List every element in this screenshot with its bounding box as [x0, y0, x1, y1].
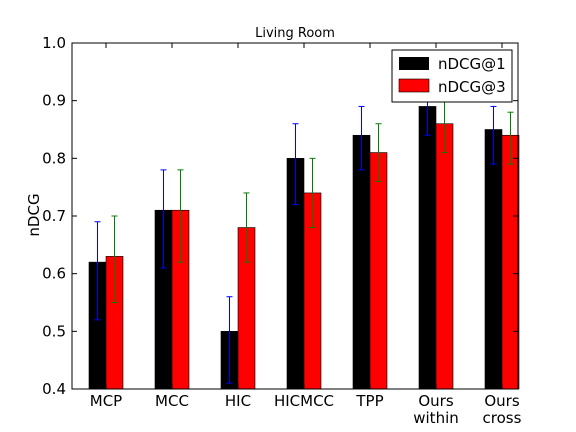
- error-bar-s2-c2: [177, 169, 184, 263]
- error-bar-s2-c1: [111, 215, 118, 303]
- x-tick-label-line: Ours: [418, 392, 453, 410]
- legend: nDCG@1 nDCG@3: [391, 49, 513, 103]
- error-bar-s1-c2: [160, 169, 167, 269]
- y-tick-label: 1.0: [42, 34, 66, 52]
- error-bar-s2-c3: [243, 192, 250, 263]
- x-tick-label-line: cross: [483, 409, 522, 427]
- x-tick-label: MCC: [155, 392, 189, 410]
- y-tick-label: 0.9: [42, 92, 66, 110]
- x-tick-label-line: MCP: [90, 392, 122, 410]
- y-tick-label: 0.4: [42, 380, 66, 398]
- y-tick-label: 0.8: [42, 149, 66, 167]
- x-tick-label-line: TPP: [355, 392, 383, 410]
- y-tick-label: 0.7: [42, 207, 66, 225]
- x-tick-label: MCP: [90, 392, 122, 410]
- axis-ticks-layer: 0.4 0.5 0.6 0.7 0.8 0.9 1.0 MCP MCC HIC HICMCC TPP O…: [42, 34, 521, 427]
- x-tick-label-line: HICMCC: [274, 392, 334, 410]
- bar-s2-c6: [435, 123, 454, 390]
- y-tick-label: 0.6: [42, 265, 66, 283]
- chart-title: Living Room: [255, 26, 335, 41]
- bar-s1-c5: [352, 134, 371, 390]
- error-bar-s1-c4: [292, 123, 299, 205]
- bar-s1-c6: [418, 106, 437, 390]
- legend-label-series-2: nDCG@3: [438, 78, 506, 96]
- error-bar-s2-c7: [507, 111, 514, 165]
- x-tick-label: Ours within: [413, 392, 459, 427]
- x-tick-label: HIC: [225, 392, 251, 410]
- x-tick-label: HICMCC: [274, 392, 334, 410]
- bars-layer: [88, 106, 520, 390]
- x-tick-label-line: MCC: [155, 392, 189, 410]
- y-axis-label: nDCG: [25, 193, 43, 236]
- x-tick-label: Ours cross: [483, 392, 522, 427]
- x-tick-label-line: HIC: [225, 392, 251, 410]
- error-bars-layer: [94, 82, 514, 384]
- legend-label-series-1: nDCG@1: [438, 55, 506, 73]
- bar-s1-c7: [484, 129, 503, 390]
- error-bar-s1-c1: [94, 221, 101, 321]
- bar-s2-c7: [501, 134, 520, 390]
- x-tick-label-line: within: [413, 409, 459, 427]
- error-bar-s2-c5: [375, 123, 382, 182]
- bar-s2-c5: [369, 152, 388, 390]
- y-tick-label: 0.5: [42, 322, 66, 340]
- x-tick-label-line: Ours: [484, 392, 519, 410]
- legend-swatch-series-2: [398, 78, 430, 93]
- error-bar-s1-c5: [358, 105, 365, 171]
- error-bar-s2-c4: [309, 157, 316, 229]
- error-bar-s1-c7: [490, 105, 497, 165]
- x-tick-label: TPP: [355, 392, 383, 410]
- legend-swatch-series-1: [399, 57, 429, 70]
- error-bar-s1-c3: [226, 296, 233, 384]
